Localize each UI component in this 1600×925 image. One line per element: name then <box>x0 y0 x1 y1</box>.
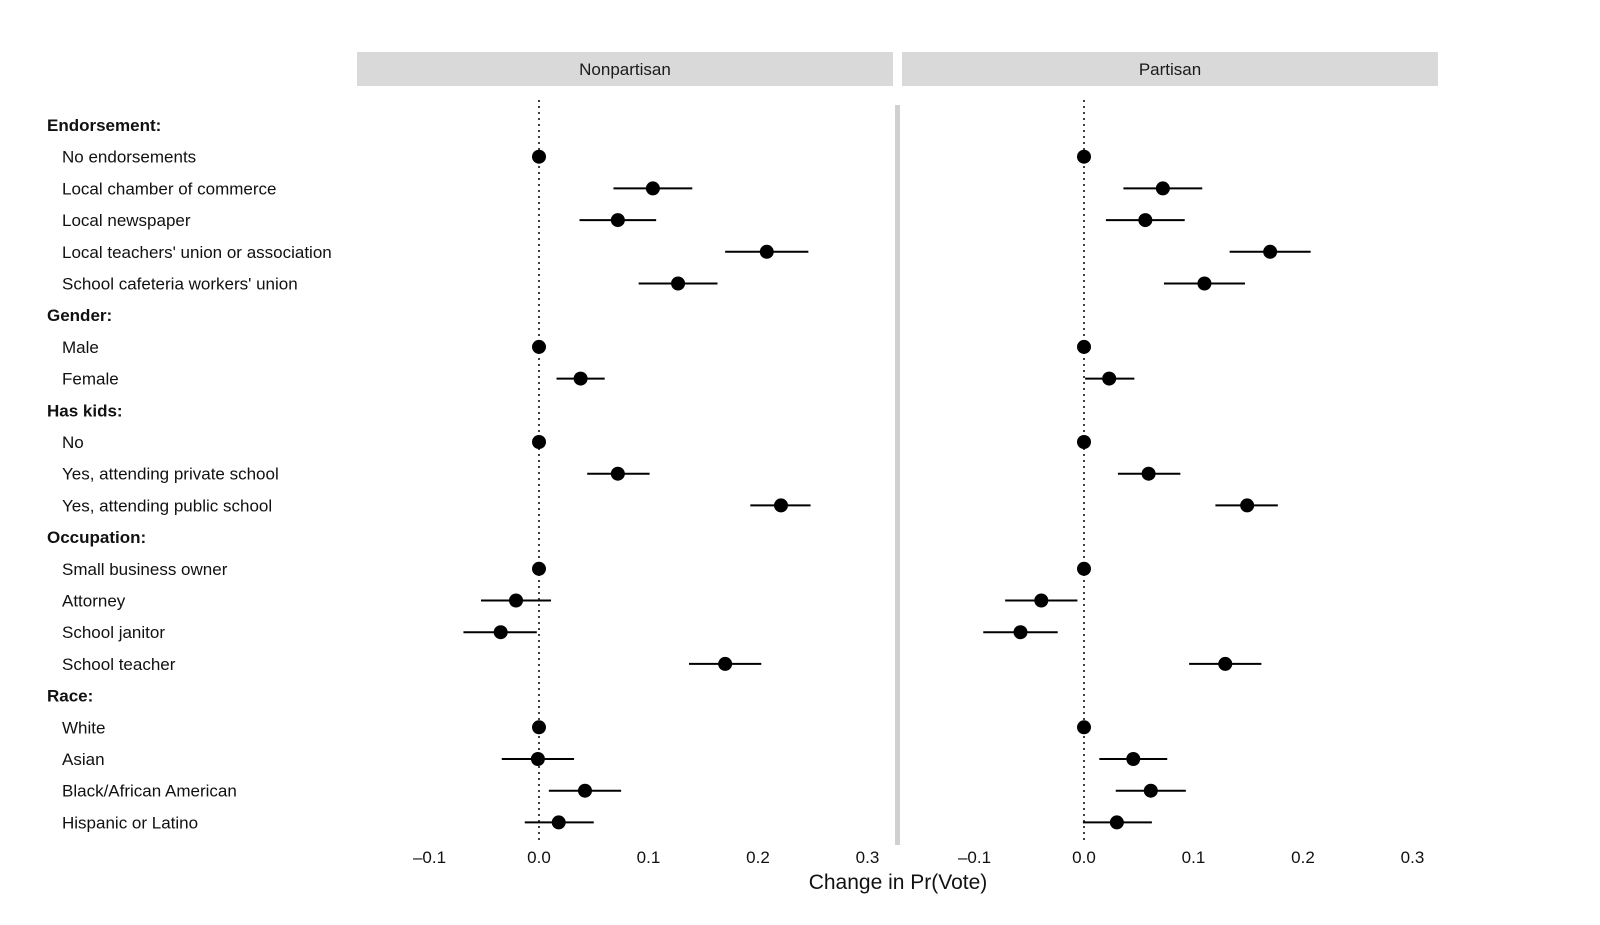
row-label: School cafeteria workers' union <box>62 275 298 294</box>
point-estimate <box>493 625 508 640</box>
row-label: Black/African American <box>62 782 237 801</box>
panel-partisan: Partisan –0.1 0.0 0.1 0.2 0.3 <box>902 52 1438 867</box>
row-label: Male <box>62 338 99 357</box>
x-tick-label: 0.3 <box>1401 848 1425 867</box>
point-estimate <box>610 466 625 481</box>
point-estimate <box>509 593 524 608</box>
point-estimate <box>577 783 592 798</box>
point-estimate <box>1263 244 1278 259</box>
panel-strip <box>902 52 1438 86</box>
panel-strip <box>357 52 893 86</box>
x-tick-label: 0.0 <box>527 848 551 867</box>
point-estimate <box>532 561 546 576</box>
point-estimate <box>530 752 545 766</box>
point-estimate <box>1034 593 1049 608</box>
panel-title: Nonpartisan <box>579 60 671 79</box>
point-estimate <box>718 656 733 671</box>
point-estimate <box>1138 213 1153 228</box>
point-estimate <box>1143 783 1158 798</box>
x-tick-label: –0.1 <box>958 848 991 867</box>
point-estimate <box>1077 339 1091 354</box>
row-label: Local teachers' union or association <box>62 243 332 262</box>
point-estimate <box>645 181 660 196</box>
x-tick-label: 0.1 <box>1182 848 1206 867</box>
row-labels: Endorsement: No endorsements Local chamber… <box>47 116 332 832</box>
point-estimate <box>1077 435 1091 449</box>
group-label: Has kids: <box>47 401 123 420</box>
x-axis-title: Change in Pr(Vote) <box>809 871 988 894</box>
row-label: Attorney <box>62 592 126 611</box>
point-estimate <box>671 276 686 291</box>
point-estimate <box>1102 371 1117 386</box>
x-tick-label: 0.1 <box>637 848 661 867</box>
row-label: Hispanic or Latino <box>62 813 198 832</box>
point-estimate <box>1013 625 1028 640</box>
group-label: Race: <box>47 687 93 706</box>
panel-divider <box>895 105 900 845</box>
point-estimate <box>1155 181 1170 196</box>
row-label: School teacher <box>62 655 176 674</box>
x-tick-label: 0.2 <box>1291 848 1315 867</box>
panel-title: Partisan <box>1139 60 1201 79</box>
row-label: No <box>62 433 84 452</box>
point-estimate <box>532 435 546 449</box>
group-label: Occupation: <box>47 528 146 547</box>
point-estimate <box>573 371 588 386</box>
point-estimate <box>773 498 788 513</box>
x-tick-label: –0.1 <box>413 848 446 867</box>
point-estimate <box>532 339 546 354</box>
point-estimate <box>1077 149 1091 164</box>
row-label: Yes, attending private school <box>62 465 279 484</box>
point-estimate <box>1077 720 1091 735</box>
panels: Nonpartisan –0.1 0.0 0.1 0.2 0.3 Partisan –0.1 0… <box>357 52 1438 867</box>
point-estimate <box>1126 752 1141 766</box>
point-estimate <box>532 149 546 164</box>
row-label: White <box>62 718 105 737</box>
row-label: Small business owner <box>62 560 228 579</box>
x-tick-label: 0.0 <box>1072 848 1096 867</box>
x-tick-label: 0.3 <box>856 848 880 867</box>
group-label: Endorsement: <box>47 116 161 135</box>
point-estimate <box>1218 656 1233 671</box>
row-label: Asian <box>62 750 105 769</box>
x-tick-label: 0.2 <box>746 848 770 867</box>
point-estimate <box>1240 498 1255 513</box>
row-label: No endorsements <box>62 148 196 167</box>
point-estimate <box>759 244 774 259</box>
point-estimate <box>1197 276 1212 291</box>
row-label: School janitor <box>62 623 165 642</box>
point-estimate <box>532 720 546 735</box>
panel-nonpartisan: Nonpartisan –0.1 0.0 0.1 0.2 0.3 <box>357 52 893 867</box>
point-estimate <box>610 213 625 228</box>
point-estimate <box>1109 815 1124 830</box>
group-label: Gender: <box>47 306 112 325</box>
row-label: Local chamber of commerce <box>62 179 276 198</box>
point-estimate <box>1141 466 1156 481</box>
point-estimate <box>1077 561 1091 576</box>
row-label: Female <box>62 370 119 389</box>
row-label: Local newspaper <box>62 211 191 230</box>
point-estimate <box>551 815 566 830</box>
row-label: Yes, attending public school <box>62 496 272 515</box>
